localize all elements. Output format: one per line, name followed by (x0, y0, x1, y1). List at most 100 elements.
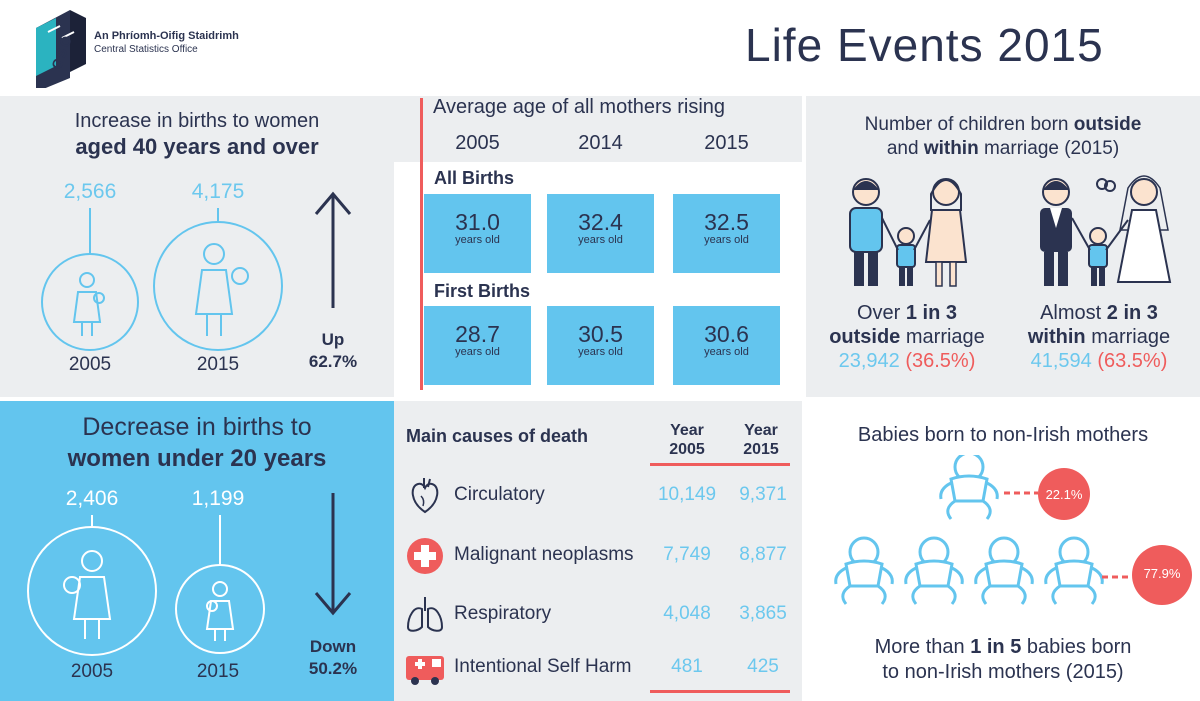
young-title-line1: Decrease in births to (82, 413, 312, 441)
baby-icon (834, 536, 894, 606)
avg-age-year-1: 2014 (578, 132, 623, 154)
within-line1: Almost 2 in 3 (1004, 302, 1194, 325)
medical-cross-icon (407, 538, 443, 574)
family-outside-marriage-icon (849, 178, 968, 287)
death-value-2005: 10,149 (657, 484, 717, 505)
unit-label: years old (455, 234, 500, 246)
all-births-2015: 32.5 (704, 209, 749, 235)
deaths-col2-l1: Year (744, 422, 778, 439)
first-births-2015-box: 30.6 years old (673, 306, 780, 385)
unit-label: years old (578, 234, 623, 246)
marriage-title-line2: and within marriage (2015) (806, 138, 1200, 160)
death-value-2015: 425 (747, 656, 779, 677)
outside-l1a: Over (856, 302, 906, 324)
death-cause: Respiratory (454, 603, 552, 624)
families-graphic (849, 175, 1172, 287)
young-year-2005: 2005 (70, 661, 114, 682)
outside-l2b: marriage (900, 326, 985, 348)
outside-l1b: 1 in 3 (905, 302, 958, 324)
all-births-2014: 32.4 (578, 209, 623, 235)
deaths-col1-l1: Year (670, 422, 704, 439)
footer-l1c: babies born (1021, 636, 1132, 658)
older-value-2005: 2,566 (63, 180, 117, 203)
deaths-panel (394, 401, 802, 701)
avg-age-year-2: 2015 (704, 132, 749, 154)
first-births-2014-box: 30.5 years old (547, 306, 654, 385)
deaths-header-rule (650, 463, 790, 466)
death-cause: Circulatory (454, 484, 545, 505)
avg-age-accent-line (420, 98, 423, 390)
all-births-2015-box: 32.5 years old (673, 194, 780, 273)
first-births-2005: 28.7 (455, 321, 500, 347)
young-mothers-panel: Decrease in births to women under 20 yea… (0, 401, 394, 701)
footer-l1a: More than (874, 636, 971, 658)
non-irish-footer-line1: More than 1 in 5 babies born (806, 636, 1200, 659)
death-value-2005: 4,048 (663, 603, 711, 624)
family-within-marriage-icon (1040, 175, 1172, 286)
all-births-2014-box: 32.4 years old (547, 194, 654, 273)
death-value-2015: 3,865 (739, 603, 787, 624)
death-value-2015: 8,877 (739, 544, 787, 565)
death-row-respiratory: Respiratory 4,048 3,865 (402, 595, 790, 635)
ambulance-icon (406, 656, 444, 685)
older-year-2005: 2005 (68, 354, 112, 375)
older-change-pct: 62.7% (308, 352, 358, 371)
older-mothers-graphic (41, 191, 352, 351)
unit-label: years old (578, 346, 623, 358)
death-row-self-harm: Intentional Self Harm 481 425 (402, 648, 790, 688)
first-births-label: First Births (434, 281, 531, 301)
marriage-title-p2: and (886, 138, 924, 159)
within-line2: within marriage (1004, 326, 1194, 349)
avg-age-title: Average age of all mothers rising (433, 96, 726, 118)
baby-icon (939, 455, 999, 521)
older-change-label: Up (321, 330, 345, 349)
older-title-line2: aged 40 years and over (75, 134, 319, 159)
death-cause: Malignant neoplasms (454, 544, 634, 565)
young-change-pct: 50.2% (308, 659, 358, 678)
heart-icon (411, 478, 439, 514)
death-value-2005: 7,749 (663, 544, 711, 565)
young-change-label: Down (309, 637, 357, 656)
avg-age-header-band (394, 96, 802, 162)
deaths-footer-rule (650, 690, 790, 693)
outside-pct: (36.5%) (905, 350, 976, 372)
marriage-title-p3: marriage (2015) (978, 138, 1120, 159)
outside-stat: 23,942 (36.5%) (812, 350, 1002, 373)
avg-age-year-0: 2005 (455, 132, 500, 154)
young-mothers-graphic (27, 493, 352, 656)
older-year-2015: 2015 (196, 354, 240, 375)
death-value-2005: 481 (671, 656, 703, 677)
within-stat: 41,594 (63.5%) (1004, 350, 1194, 373)
older-title-line1: Increase in births to women (74, 110, 320, 132)
first-births-2015: 30.6 (704, 321, 749, 347)
young-value-2015: 1,199 (191, 487, 245, 510)
within-l1a: Almost (1040, 302, 1107, 324)
outside-line1: Over 1 in 3 (812, 302, 1002, 325)
non-irish-title: Babies born to non-Irish mothers (857, 424, 1149, 446)
young-value-2005: 2,406 (65, 487, 119, 510)
baby-icon (904, 536, 964, 606)
all-births-label: All Births (434, 168, 515, 188)
death-cause: Intentional Self Harm (454, 656, 632, 677)
marriage-title-line1: Number of children born outside (806, 114, 1200, 136)
deaths-col1-l2: 2005 (669, 441, 705, 458)
young-title-line2: women under 20 years (67, 445, 327, 472)
older-mothers-panel: Increase in births to women aged 40 year… (0, 96, 394, 397)
outside-line2: outside marriage (812, 326, 1002, 349)
marriage-title-b1: outside (1073, 114, 1142, 135)
young-year-2015: 2015 (196, 661, 240, 682)
within-pct: (63.5%) (1097, 350, 1168, 372)
deaths-title: Main causes of death (406, 426, 589, 446)
outside-count: 23,942 (838, 350, 900, 372)
death-value-2015: 9,371 (739, 484, 787, 505)
marriage-title-p1: Number of children born (864, 114, 1074, 135)
within-l1b: 2 in 3 (1106, 302, 1158, 324)
baby-icon (974, 536, 1034, 606)
lungs-icon (406, 597, 444, 632)
death-row-malignant: Malignant neoplasms 7,749 8,877 (402, 536, 790, 576)
org-english-name: Central Statistics Office (94, 44, 198, 55)
outside-l2a: outside (829, 326, 901, 348)
non-irish-footer-line2: to non-Irish mothers (2015) (882, 661, 1124, 683)
cso-logo-mark (36, 10, 86, 92)
org-irish-name: An Phríomh-Oifig Staidrimh (94, 30, 239, 42)
